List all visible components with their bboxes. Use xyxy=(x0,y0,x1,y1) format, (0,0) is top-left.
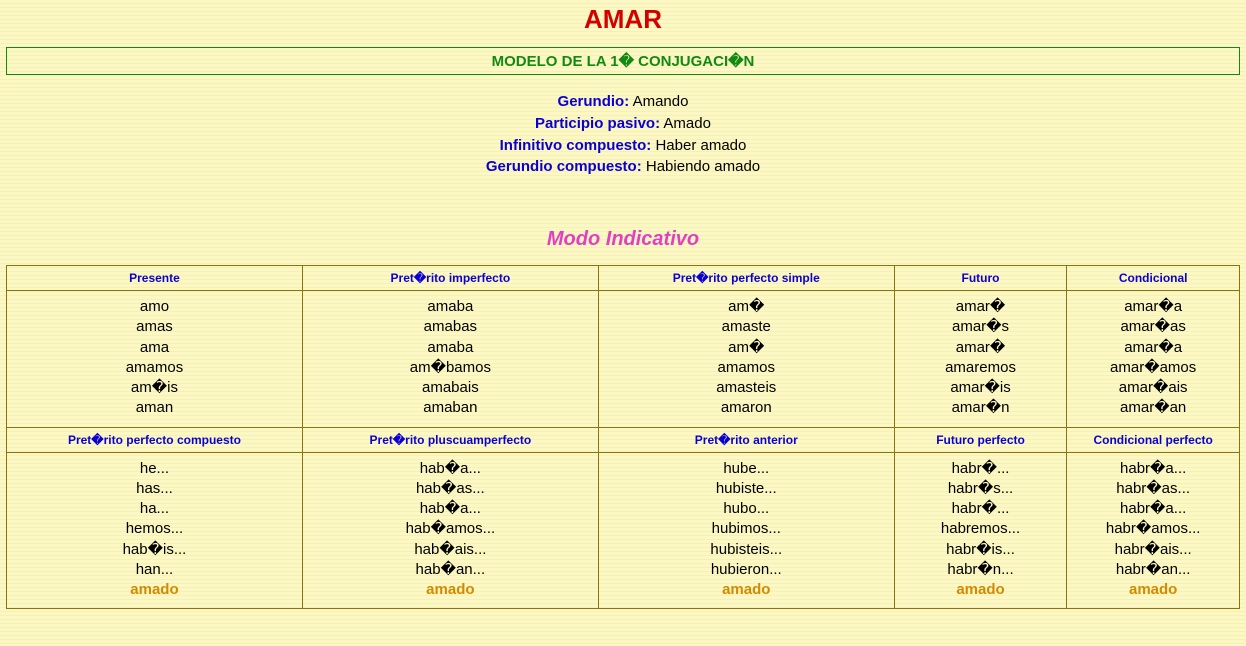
verb-form: amar�is xyxy=(950,379,1010,396)
aux-form: hab�an... xyxy=(416,561,486,578)
verb-form: amo xyxy=(140,298,169,315)
nonfinite-forms: Gerundio: Amando Participio pasivo: Amado… xyxy=(6,91,1240,178)
tense-header: Pret�rito pluscuamperfecto xyxy=(302,427,598,452)
verb-form: amaba xyxy=(427,298,473,315)
tense-cell: amar�a amar�as amar�a amar�amos amar�ais amar… xyxy=(1067,291,1240,428)
aux-form: habr�... xyxy=(952,460,1010,477)
aux-form: habr�... xyxy=(952,500,1010,517)
verb-form: am�is xyxy=(131,379,178,396)
verb-form: amas xyxy=(136,318,173,335)
tense-cell: he... has... ha... hemos... hab�is... han... a… xyxy=(7,452,303,609)
tense-header: Pret�rito perfecto simple xyxy=(598,266,894,291)
participle: amado xyxy=(601,580,892,600)
verb-form: amar�an xyxy=(1120,399,1186,416)
aux-form: hubimos... xyxy=(712,520,781,537)
aux-form: habr�n... xyxy=(947,561,1013,578)
aux-form: hemos... xyxy=(126,520,184,537)
tense-header: Condicional perfecto xyxy=(1067,427,1240,452)
tense-cell: hube... hubiste... hubo... hubimos... hubist… xyxy=(598,452,894,609)
tense-cell: hab�a... hab�as... hab�a... hab�amos... hab�… xyxy=(302,452,598,609)
page-title: AMAR xyxy=(6,0,1240,47)
verb-form: amar�a xyxy=(1124,339,1182,356)
aux-form: habr�amos... xyxy=(1106,520,1201,537)
aux-form: habr�s... xyxy=(948,480,1013,497)
verb-form: amaste xyxy=(722,318,771,335)
verb-form: amar�a xyxy=(1124,298,1182,315)
subtitle-box: MODELO DE LA 1� CONJUGACI�N xyxy=(6,47,1240,75)
participle: amado xyxy=(897,580,1065,600)
aux-form: hab�as... xyxy=(416,480,485,497)
aux-form: hubieron... xyxy=(711,561,782,578)
form-label: Gerundio: xyxy=(558,93,630,110)
verb-form: am� xyxy=(728,298,764,315)
verb-form: amabais xyxy=(422,379,479,396)
form-label: Infinitivo compuesto: xyxy=(500,137,652,154)
verb-form: aman xyxy=(136,399,174,416)
aux-form: habr�ais... xyxy=(1115,541,1192,558)
aux-form: habr�as... xyxy=(1116,480,1190,497)
tense-header: Pret�rito imperfecto xyxy=(302,266,598,291)
tense-cell: amo amas ama amamos am�is aman xyxy=(7,291,303,428)
aux-form: habr�a... xyxy=(1120,460,1186,477)
verb-form: amar�n xyxy=(952,399,1010,416)
tense-header: Pret�rito anterior xyxy=(598,427,894,452)
verb-form: amaban xyxy=(423,399,477,416)
tense-header: Futuro xyxy=(894,266,1067,291)
aux-form: hab�is... xyxy=(123,541,187,558)
aux-form: has... xyxy=(136,480,173,497)
verb-form: amar� xyxy=(956,339,1006,356)
aux-form: ha... xyxy=(140,500,169,517)
verb-form: amar�as xyxy=(1120,318,1185,335)
mood-heading: Modo Indicativo xyxy=(6,228,1240,251)
aux-form: habr�is... xyxy=(946,541,1015,558)
tense-header: Pret�rito perfecto compuesto xyxy=(7,427,303,452)
aux-form: han... xyxy=(136,561,174,578)
aux-form: hab�ais... xyxy=(414,541,486,558)
aux-form: hubo... xyxy=(723,500,769,517)
participle: amado xyxy=(1069,580,1237,600)
tense-cell: am� amaste am� amamos amasteis amaron xyxy=(598,291,894,428)
aux-form: hubiste... xyxy=(716,480,777,497)
conjugation-table: PresentePret�rito imperfectoPret�rito pe… xyxy=(6,265,1240,609)
verb-form: amaba xyxy=(427,339,473,356)
aux-form: hab�a... xyxy=(420,460,481,477)
form-value: Amado xyxy=(663,115,711,132)
form-value: Habiendo amado xyxy=(646,158,760,175)
verb-form: am� xyxy=(728,339,764,356)
tense-cell: amaba amabas amaba am�bamos amabais amaban xyxy=(302,291,598,428)
participle: amado xyxy=(305,580,596,600)
tense-header: Presente xyxy=(7,266,303,291)
verb-form: ama xyxy=(140,339,169,356)
aux-form: hubisteis... xyxy=(710,541,782,558)
form-value: Amando xyxy=(633,93,689,110)
aux-form: hab�a... xyxy=(420,500,481,517)
verb-form: amamos xyxy=(126,359,184,376)
aux-form: habremos... xyxy=(941,520,1020,537)
aux-form: habr�a... xyxy=(1120,500,1186,517)
tense-cell: habr�a... habr�as... habr�a... habr�amos...… xyxy=(1067,452,1240,609)
form-label: Participio pasivo: xyxy=(535,115,660,132)
tense-header: Condicional xyxy=(1067,266,1240,291)
verb-form: amasteis xyxy=(716,379,776,396)
verb-form: amar�s xyxy=(952,318,1009,335)
verb-form: amabas xyxy=(424,318,477,335)
verb-form: am�bamos xyxy=(410,359,491,376)
aux-form: he... xyxy=(140,460,169,477)
verb-form: amar�ais xyxy=(1119,379,1188,396)
participle: amado xyxy=(9,580,300,600)
tense-header: Futuro perfecto xyxy=(894,427,1067,452)
verb-form: amaremos xyxy=(945,359,1016,376)
verb-form: amar� xyxy=(956,298,1006,315)
aux-form: hube... xyxy=(723,460,769,477)
verb-form: amaron xyxy=(721,399,772,416)
verb-form: amamos xyxy=(718,359,776,376)
form-label: Gerundio compuesto: xyxy=(486,158,642,175)
aux-form: habr�an... xyxy=(1116,561,1191,578)
verb-form: amar�amos xyxy=(1110,359,1196,376)
tense-cell: amar� amar�s amar� amaremos amar�is amar�n xyxy=(894,291,1067,428)
form-value: Haber amado xyxy=(655,137,746,154)
aux-form: hab�amos... xyxy=(406,520,496,537)
tense-cell: habr�... habr�s... habr�... habremos... habr… xyxy=(894,452,1067,609)
